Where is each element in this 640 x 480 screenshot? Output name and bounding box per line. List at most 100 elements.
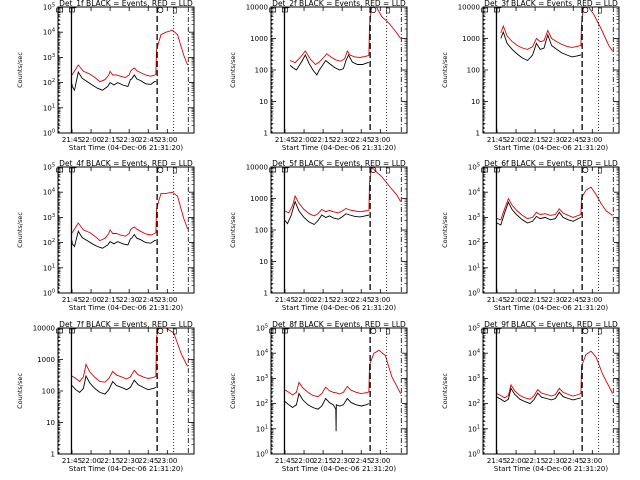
- y-tick-label: 10: [46, 419, 55, 427]
- x-tick-label: 22:45: [138, 136, 158, 144]
- top-marker-bracket: [386, 167, 390, 174]
- x-tick-label: 22:30: [119, 136, 139, 144]
- chart-title: Det_5f BLACK = Events, RED = LLD: [272, 159, 406, 168]
- chart-title: Det_9f BLACK = Events, RED = LLD: [484, 320, 618, 329]
- y-tick-label: 101: [468, 424, 480, 433]
- x-tick-label: 22:30: [332, 136, 352, 144]
- y-tick-label: 102: [43, 238, 55, 247]
- y-tick-label: 1000: [37, 356, 55, 364]
- x-axis-label: Start Time (04-Dec-06 21:31:20): [494, 304, 608, 312]
- y-tick-label: 105: [468, 163, 480, 172]
- x-tick-label: 22:30: [544, 296, 564, 304]
- y-axis-label: Counts/sec: [16, 212, 24, 248]
- top-marker-bracket: [386, 328, 390, 335]
- y-tick-label: 101: [256, 424, 268, 433]
- x-tick-label: 22:15: [525, 296, 545, 304]
- x-tick-label: 22:00: [294, 296, 314, 304]
- top-marker-circle: [157, 328, 164, 334]
- x-axis-label: Start Time (04-Dec-06 21:31:20): [282, 465, 396, 473]
- x-tick-label: 22:00: [81, 457, 101, 465]
- top-marker-bracket: [173, 7, 177, 14]
- top-marker-bracket: [173, 328, 177, 335]
- plot-frame: [57, 166, 195, 294]
- x-tick-label: 22:45: [351, 136, 371, 144]
- series-lld: [71, 328, 189, 383]
- x-tick-label: 22:15: [100, 136, 120, 144]
- x-tick-label: 21:45: [275, 296, 295, 304]
- y-tick-label: 100: [255, 67, 268, 75]
- y-tick-label: 102: [256, 399, 268, 408]
- y-tick-label: 10000: [246, 4, 268, 12]
- x-tick-label: 22:30: [332, 296, 352, 304]
- x-axis-label: Start Time (04-Dec-06 21:31:20): [282, 304, 396, 312]
- chart-panel-3: Det_3f BLACK = Events, RED = LLD21:4522:…: [441, 0, 620, 152]
- chart-panel-1: Det_1f BLACK = Events, RED = LLD21:4522:…: [16, 0, 195, 152]
- y-tick-label: 103: [468, 374, 480, 383]
- series-lld: [500, 7, 613, 52]
- y-axis-label: Counts/sec: [441, 52, 449, 88]
- y-axis-label: Counts/sec: [441, 373, 449, 409]
- y-tick-label: 103: [43, 213, 55, 222]
- x-tick-label: 21:45: [62, 136, 82, 144]
- x-axis-label: Start Time (04-Dec-06 21:31:20): [282, 144, 396, 152]
- y-axis-label: Counts/sec: [229, 373, 237, 409]
- y-tick-label: 1000: [462, 35, 480, 43]
- top-marker-circle: [582, 328, 589, 334]
- series-events: [284, 392, 370, 432]
- chart-title: Det_6f BLACK = Events, RED = LLD: [484, 159, 618, 168]
- x-tick-label: 23:00: [582, 457, 602, 465]
- x-tick-label: 23:00: [370, 296, 390, 304]
- x-tick-label: 23:00: [157, 136, 177, 144]
- y-tick-label: 100: [467, 67, 480, 75]
- x-tick-label: 22:45: [138, 296, 158, 304]
- y-tick-label: 102: [43, 78, 55, 87]
- chart-title: Det_2f BLACK = Events, RED = LLD: [272, 0, 406, 8]
- x-tick-label: 21:45: [62, 457, 82, 465]
- x-tick-label: 22:30: [119, 296, 139, 304]
- y-tick-label: 103: [43, 53, 55, 62]
- chart-panel-8: Det_8f BLACK = Events, RED = LLD21:4522:…: [229, 320, 408, 473]
- x-tick-label: 22:00: [506, 457, 526, 465]
- y-tick-label: 100: [256, 450, 268, 459]
- x-tick-label: 21:45: [487, 296, 507, 304]
- x-tick-label: 21:45: [275, 136, 295, 144]
- y-axis-label: Counts/sec: [16, 52, 24, 88]
- y-tick-label: 10000: [33, 325, 55, 333]
- y-tick-label: 105: [43, 163, 55, 172]
- top-marker-circle: [157, 7, 164, 13]
- y-tick-label: 104: [256, 349, 268, 358]
- y-tick-label: 102: [468, 238, 480, 247]
- y-tick-label: 1: [264, 130, 268, 138]
- y-tick-label: 1000: [250, 35, 268, 43]
- y-tick-label: 102: [468, 399, 480, 408]
- y-tick-label: 100: [42, 388, 55, 396]
- series-events: [496, 201, 582, 226]
- series-events: [289, 53, 369, 76]
- chart-panel-7: Det_7f BLACK = Events, RED = LLD21:4522:…: [16, 320, 195, 473]
- x-axis-label: Start Time (04-Dec-06 21:31:20): [69, 465, 183, 473]
- y-tick-label: 1: [51, 451, 55, 459]
- x-tick-label: 22:45: [563, 296, 583, 304]
- series-events: [71, 374, 157, 395]
- x-tick-label: 23:00: [370, 457, 390, 465]
- x-tick-label: 23:00: [157, 457, 177, 465]
- top-marker-bracket: [598, 167, 602, 174]
- plot-frame: [482, 327, 620, 455]
- top-marker-bracket: [598, 328, 602, 335]
- x-axis-label: Start Time (04-Dec-06 21:31:20): [494, 144, 608, 152]
- chart-panel-6: Det_6f BLACK = Events, RED = LLD 21:45 22:…: [441, 159, 620, 312]
- y-tick-label: 101: [43, 263, 55, 272]
- x-tick-label: 22:00: [81, 136, 101, 144]
- x-axis-label: Start Time (04-Dec-06 21:31:20): [69, 144, 183, 152]
- y-tick-label: 103: [468, 213, 480, 222]
- y-tick-label: 10000: [458, 4, 480, 12]
- series-events: [496, 387, 582, 405]
- x-tick-label: 22:00: [81, 296, 101, 304]
- x-tick-label: 21:45: [487, 457, 507, 465]
- x-tick-label: 22:15: [313, 457, 333, 465]
- x-tick-label: 22:15: [100, 296, 120, 304]
- chart-panel-5: Det_5f BLACK = Events, RED = LLD21:4522:…: [229, 159, 408, 312]
- x-tick-label: 22:15: [313, 136, 333, 144]
- y-tick-label: 104: [43, 28, 55, 37]
- y-tick-label: 100: [43, 129, 55, 138]
